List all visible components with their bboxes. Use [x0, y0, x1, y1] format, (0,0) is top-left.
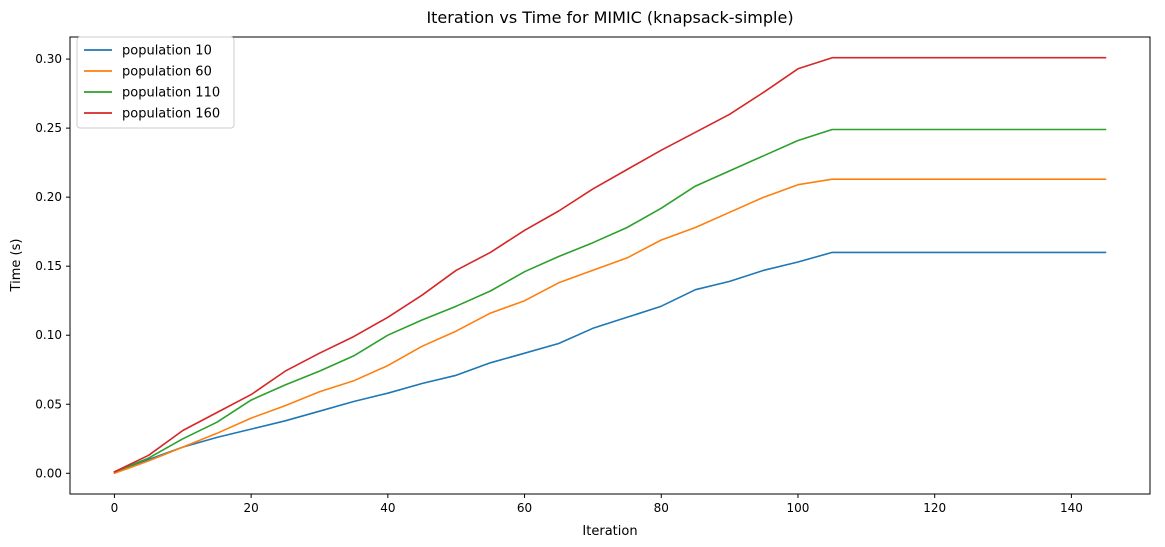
series-line-population-60	[113, 178, 1107, 475]
x-tick-label: 60	[517, 501, 532, 515]
y-axis: 0.00 0.05 0.10 0.15 0.20 0.25 0.30	[35, 52, 70, 480]
x-axis: 0 20 40 60 80 100 120 140	[111, 494, 1083, 515]
y-tick-label: 0.25	[35, 121, 62, 135]
series-line-population-160	[113, 56, 1107, 473]
legend-label: population 10	[122, 44, 212, 59]
y-tick-label: 0.05	[35, 397, 62, 411]
legend: population 10 population 60 population 110…	[76, 36, 235, 129]
legend-label: population 160	[122, 107, 220, 122]
x-tick-label: 80	[654, 501, 669, 515]
y-tick-label: 0.30	[35, 52, 62, 66]
series-line-population-110	[113, 128, 1107, 473]
y-tick-label: 0.10	[35, 328, 62, 342]
y-tick-label: 0.00	[35, 466, 62, 480]
y-axis-label: Time (s)	[9, 239, 24, 293]
x-tick-label: 100	[787, 501, 810, 515]
series-line-population-10	[113, 251, 1107, 473]
legend-label: population 60	[122, 65, 212, 80]
legend-box	[76, 36, 235, 129]
x-tick-label: 120	[923, 501, 946, 515]
chart-title: Iteration vs Time for MIMIC (knapsack-si…	[426, 8, 793, 27]
x-tick-label: 140	[1060, 501, 1083, 515]
x-tick-label: 20	[243, 501, 258, 515]
plot-series	[113, 56, 1107, 475]
x-axis-label: Iteration	[582, 524, 637, 539]
x-tick-label: 0	[111, 501, 119, 515]
y-tick-label: 0.20	[35, 190, 62, 204]
y-tick-label: 0.15	[35, 259, 62, 273]
legend-label: population 110	[122, 86, 220, 101]
x-tick-label: 40	[380, 501, 395, 515]
plot-frame	[69, 36, 1151, 495]
